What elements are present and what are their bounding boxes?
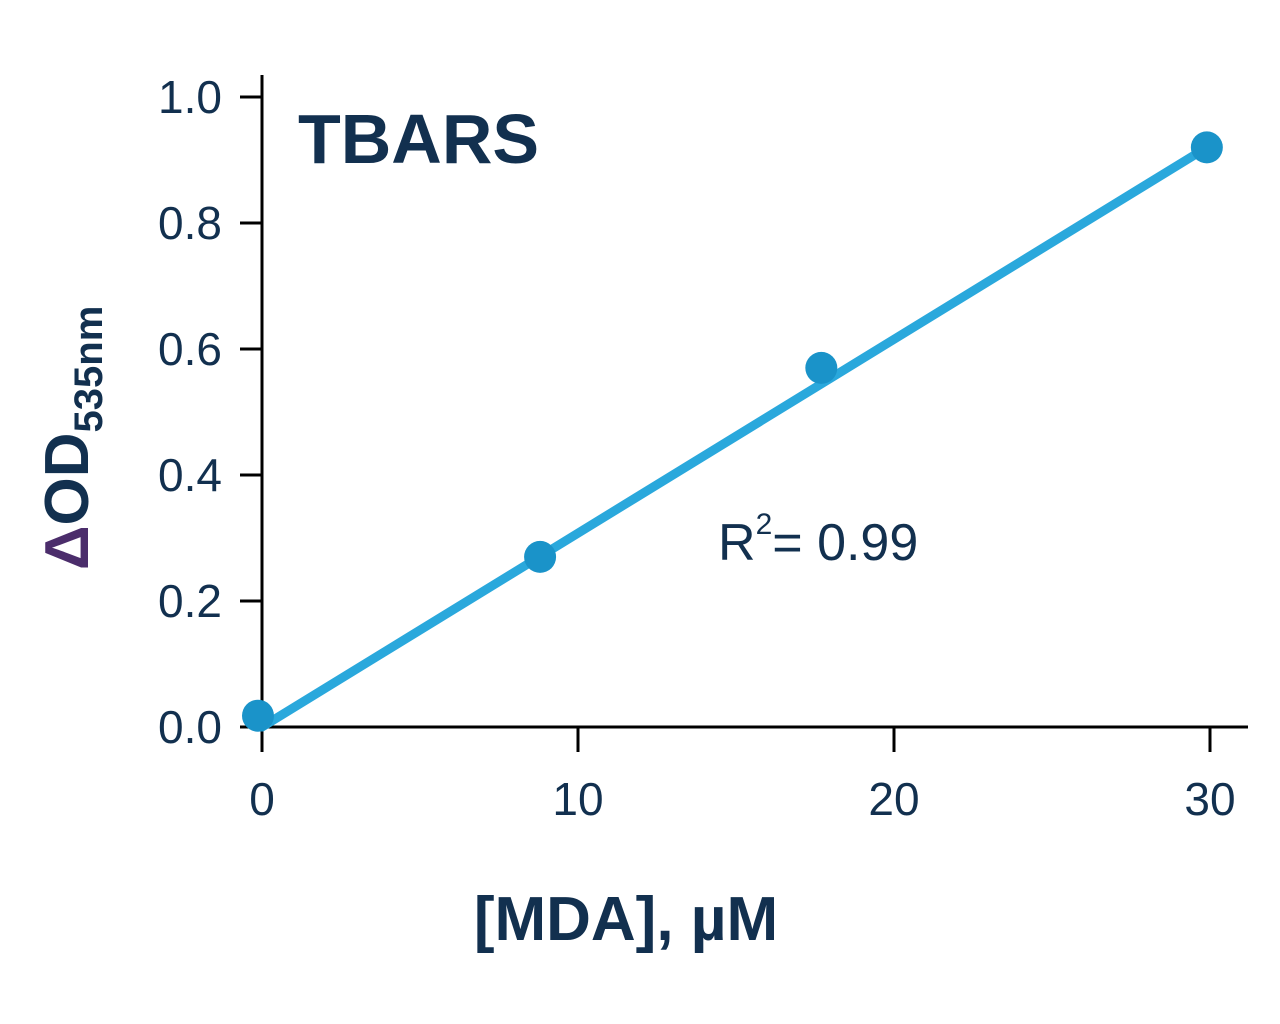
x-tick-label: 0 <box>249 773 275 825</box>
data-points <box>242 131 1223 732</box>
x-axis-label: [MDA], µM <box>474 885 778 954</box>
x-tick-label: 20 <box>868 773 919 825</box>
data-point <box>1190 131 1223 164</box>
fit-line-group <box>257 142 1212 732</box>
y-axis-label-main: OD <box>33 432 102 525</box>
y-axis-label-subscript: 535nm <box>67 306 111 433</box>
axes <box>240 75 1248 740</box>
y-tick-label: 0.8 <box>158 197 222 249</box>
y-tick-label: 1.0 <box>158 71 222 123</box>
fit-line <box>257 142 1212 732</box>
x-tick-label: 10 <box>552 773 603 825</box>
delta-symbol: Δ <box>33 525 102 570</box>
y-tick-label: 0.0 <box>158 701 222 753</box>
y-tick-label: 0.2 <box>158 575 222 627</box>
y-tick-label: 0.4 <box>158 449 222 501</box>
y-tick-label: 0.6 <box>158 323 222 375</box>
chart-title: TBARS <box>298 100 539 178</box>
y-axis-label-text: ΔOD535nm <box>33 306 111 570</box>
y-axis-label: ΔOD535nm <box>33 306 111 570</box>
x-axis-ticks: 0 10 20 30 <box>249 727 1236 825</box>
r-squared-superscript: 2 <box>756 508 773 541</box>
x-tick-label: 30 <box>1184 773 1235 825</box>
data-point <box>805 351 838 384</box>
y-axis-ticks: 0.0 0.2 0.4 0.6 0.8 1.0 <box>158 71 262 753</box>
data-point <box>524 540 557 573</box>
r-squared-value: = 0.99 <box>772 514 918 572</box>
r-squared-annotation: R2= 0.99 <box>718 508 918 572</box>
r-squared-letter: R <box>718 514 756 572</box>
data-point <box>242 699 274 732</box>
